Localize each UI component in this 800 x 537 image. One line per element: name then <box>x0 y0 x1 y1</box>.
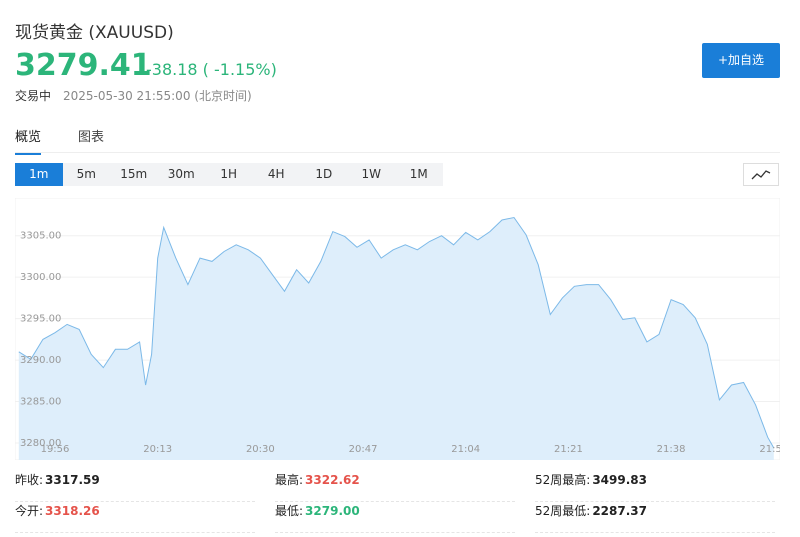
stat-item: 今开: 3318.26 <box>15 502 255 533</box>
x-tick-label: 21:55 <box>759 444 780 455</box>
price: 3279.41 <box>15 48 152 83</box>
y-tick-label: 3305.00 <box>20 231 61 242</box>
tab[interactable]: 图表 <box>78 130 105 145</box>
stat-value: 3322.62 <box>305 473 360 487</box>
line-icon <box>751 170 771 180</box>
stat-value: 3317.59 <box>45 473 100 487</box>
price-line <box>18 216 775 449</box>
range-selector: 1m 5m 15m 30m 1H 4H 1D 1W 1M <box>15 163 443 186</box>
range-button[interactable]: 15m <box>120 167 148 181</box>
range-button[interactable]: 30m <box>167 167 195 181</box>
x-tick-label: 20:47 <box>349 444 378 455</box>
area-fill <box>18 217 774 460</box>
stat-label: 最高: <box>275 473 304 487</box>
x-tick-label: 20:13 <box>143 444 172 455</box>
stat-item: 最低: 3279.00 <box>275 502 515 533</box>
stat-value: 3318.26 <box>45 504 100 518</box>
stat-item: 昨收: 3317.59 <box>15 471 255 502</box>
stat-label: 昨收: <box>15 473 44 487</box>
y-tick-label: 3285.00 <box>20 397 61 408</box>
x-tick-label: 21:04 <box>451 444 480 455</box>
x-tick-label: 21:21 <box>554 444 583 455</box>
chart: 3280.00 3285.00 3290.00 3295.00 3300.00 3305.… <box>15 198 780 460</box>
stat-value: 3499.83 <box>592 473 647 487</box>
price-change: -38.18 ( -1.15%) <box>146 60 277 79</box>
range-button[interactable]: 1D <box>315 167 333 181</box>
stat-label: 今开: <box>15 504 44 518</box>
stat-item: 最高: 3322.62 <box>275 471 515 502</box>
stat-value: 2287.37 <box>592 504 647 518</box>
range-button[interactable]: 1m <box>15 163 63 186</box>
title: 现货黄金 (XAUUSD) <box>15 23 174 43</box>
x-tick-label: 21:38 <box>657 444 686 455</box>
stat-label: 52周最低: <box>535 504 591 518</box>
stat-label: 最低: <box>275 504 304 518</box>
chart-type-button[interactable] <box>743 163 779 186</box>
range-button[interactable]: 4H <box>267 167 285 181</box>
y-tick-label: 3290.00 <box>20 355 61 366</box>
range-button[interactable]: 5m <box>76 167 96 181</box>
stat-item: 52周最低: 2287.37 <box>535 502 775 533</box>
tab[interactable]: 概览 <box>15 126 42 155</box>
x-tick-label: 19:56 <box>41 444 70 455</box>
range-button[interactable]: 1W <box>361 167 382 181</box>
range-button[interactable]: 1M <box>409 167 428 181</box>
add-watchlist-button[interactable]: +加自选 <box>702 43 780 78</box>
y-tick-label: 3295.00 <box>20 314 61 325</box>
tabs: 概览 图表 <box>15 124 780 155</box>
range-button[interactable]: 1H <box>220 167 238 181</box>
status: 交易中 <box>15 89 52 103</box>
x-tick-label: 20:30 <box>246 444 275 455</box>
stat-value: 3279.00 <box>305 504 360 518</box>
y-tick-label: 3280.00 <box>20 438 61 449</box>
y-tick-label: 3300.00 <box>20 272 61 283</box>
timestamp: 2025-05-30 21:55:00 (北京时间) <box>63 89 252 103</box>
stat-item: 52周最高: 3499.83 <box>535 471 775 502</box>
stat-label: 52周最高: <box>535 473 591 487</box>
